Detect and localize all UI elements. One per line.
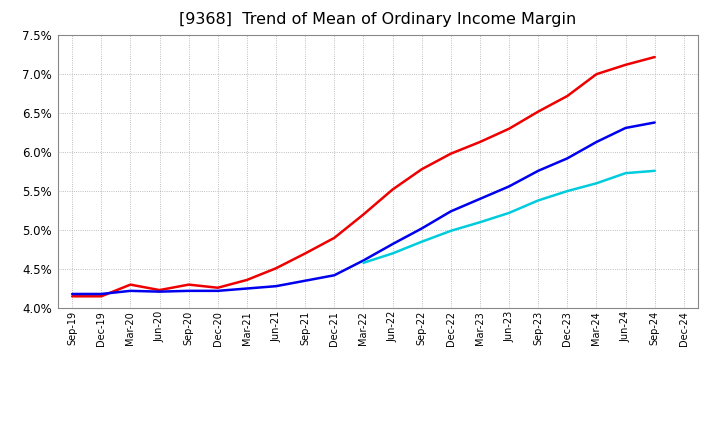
7 Years: [446, 228, 455, 234]
5 Years: [388, 242, 397, 247]
3 Years: [476, 139, 485, 145]
3 Years: [388, 187, 397, 192]
7 Years: [621, 171, 630, 176]
Line: 5 Years: 5 Years: [72, 122, 654, 294]
3 Years: [563, 93, 572, 99]
5 Years: [418, 226, 426, 231]
5 Years: [156, 289, 164, 294]
5 Years: [359, 258, 368, 263]
5 Years: [446, 209, 455, 214]
7 Years: [476, 220, 485, 225]
5 Years: [301, 278, 310, 283]
3 Years: [505, 126, 513, 132]
Line: 3 Years: 3 Years: [72, 57, 654, 296]
3 Years: [271, 266, 280, 271]
7 Years: [650, 168, 659, 173]
3 Years: [97, 293, 106, 299]
3 Years: [156, 287, 164, 293]
3 Years: [301, 251, 310, 256]
7 Years: [534, 198, 543, 203]
5 Years: [126, 288, 135, 293]
Line: 7 Years: 7 Years: [364, 171, 654, 263]
7 Years: [418, 239, 426, 244]
5 Years: [68, 291, 76, 297]
3 Years: [621, 62, 630, 67]
3 Years: [592, 72, 600, 77]
Title: [9368]  Trend of Mean of Ordinary Income Margin: [9368] Trend of Mean of Ordinary Income …: [179, 12, 577, 27]
3 Years: [184, 282, 193, 287]
7 Years: [359, 260, 368, 265]
7 Years: [563, 188, 572, 194]
5 Years: [184, 288, 193, 293]
5 Years: [534, 168, 543, 173]
Legend: 3 Years, 5 Years, 7 Years, 10 Years: 3 Years, 5 Years, 7 Years, 10 Years: [175, 437, 581, 440]
3 Years: [418, 167, 426, 172]
3 Years: [68, 293, 76, 299]
3 Years: [126, 282, 135, 287]
5 Years: [330, 273, 338, 278]
5 Years: [476, 196, 485, 202]
5 Years: [213, 288, 222, 293]
5 Years: [505, 184, 513, 189]
7 Years: [388, 251, 397, 256]
5 Years: [621, 125, 630, 131]
7 Years: [505, 210, 513, 216]
3 Years: [534, 109, 543, 114]
3 Years: [446, 151, 455, 156]
5 Years: [592, 139, 600, 145]
5 Years: [271, 283, 280, 289]
5 Years: [97, 291, 106, 297]
5 Years: [563, 156, 572, 161]
3 Years: [330, 235, 338, 241]
3 Years: [213, 285, 222, 290]
3 Years: [650, 55, 659, 60]
3 Years: [243, 277, 251, 282]
7 Years: [592, 181, 600, 186]
5 Years: [650, 120, 659, 125]
3 Years: [359, 212, 368, 217]
5 Years: [243, 286, 251, 291]
